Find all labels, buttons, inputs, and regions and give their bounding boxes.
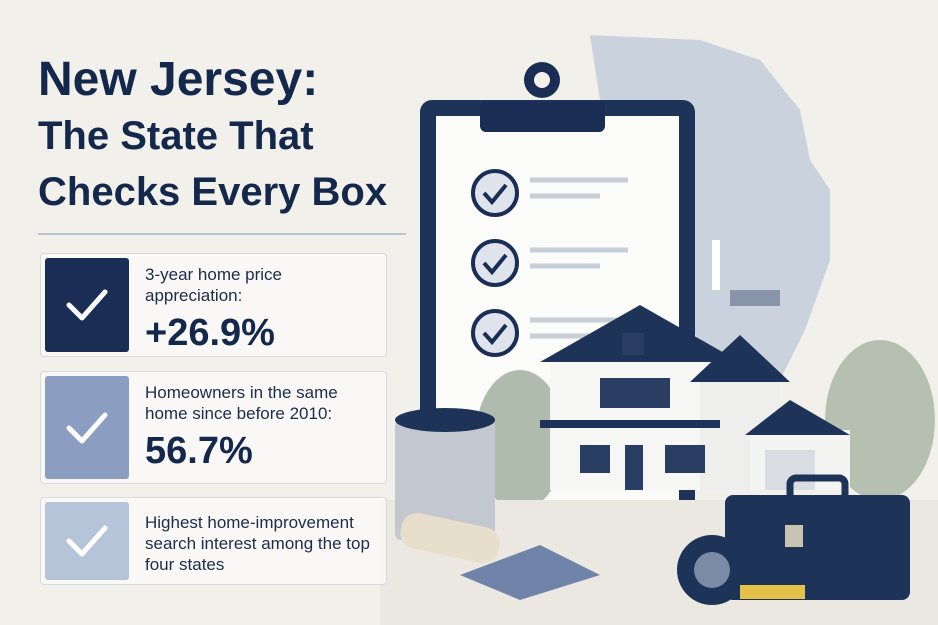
card-text: Homeowners in the same home since before… xyxy=(145,382,370,473)
title-line: New Jersey: xyxy=(38,53,319,106)
check-mark xyxy=(66,412,108,443)
check-mark xyxy=(66,289,108,321)
title: New Jersey: The State That Checks Every … xyxy=(38,52,418,220)
card-label: Homeowners in the same home since before… xyxy=(145,383,338,423)
card-text: Highest home-improvement search interest… xyxy=(145,512,370,575)
check-icon xyxy=(45,376,129,479)
card-text: 3-year home price appreciation: +26.9% xyxy=(145,264,370,355)
title-line: Checks Every Box xyxy=(38,170,388,214)
card-label: Highest home-improvement search interest… xyxy=(145,513,370,574)
stat-card: Highest home-improvement search interest… xyxy=(40,497,387,585)
stat-card: 3-year home price appreciation: +26.9% xyxy=(40,253,387,357)
card-value: 56.7% xyxy=(145,430,253,472)
check-icon xyxy=(45,258,129,352)
card-label: 3-year home price appreciation: xyxy=(145,265,283,305)
check-mark xyxy=(66,525,108,557)
card-value: +26.9% xyxy=(145,312,275,354)
check-icon xyxy=(45,502,129,580)
stat-card: Homeowners in the same home since before… xyxy=(40,371,387,484)
divider xyxy=(38,233,406,235)
title-line: The State That xyxy=(38,114,314,158)
